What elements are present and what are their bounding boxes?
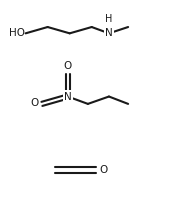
Text: O: O bbox=[99, 165, 107, 175]
Text: N: N bbox=[64, 92, 72, 102]
Text: O: O bbox=[64, 61, 72, 71]
Text: O: O bbox=[31, 98, 39, 108]
Text: N: N bbox=[105, 28, 113, 38]
Text: H: H bbox=[105, 14, 113, 24]
Text: HO: HO bbox=[9, 28, 25, 38]
